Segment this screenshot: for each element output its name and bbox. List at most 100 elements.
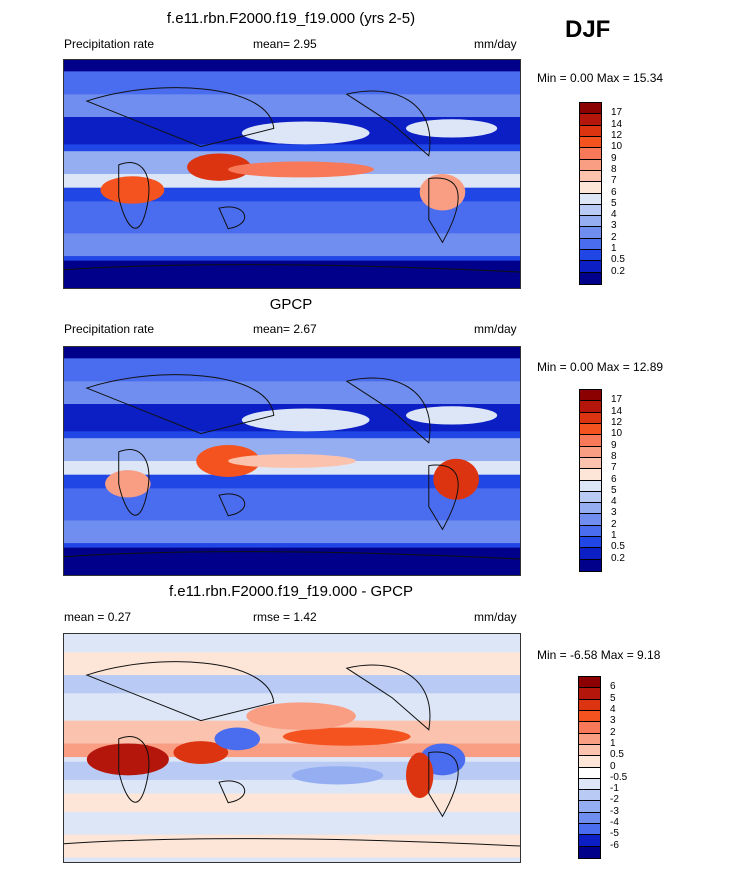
season-label: DJF <box>565 16 611 43</box>
colorbar-box <box>579 835 600 847</box>
colorbar-tick-label: 7 <box>611 175 617 187</box>
panel2-title: GPCP <box>269 296 313 313</box>
colorbar-box <box>580 401 601 413</box>
colorbar-box <box>580 193 601 205</box>
colorbar-tick-label: 6 <box>610 681 616 693</box>
panel2-left-label: Precipitation rate <box>64 322 155 336</box>
panel1-minmax: Min = 0.00 Max = 15.34 <box>537 71 664 85</box>
colorbar-tick-label: 12 <box>611 129 623 141</box>
colorbar-box <box>580 227 601 239</box>
colorbar-tick-label: 0.5 <box>611 254 625 266</box>
colorbar-tick-label: 8 <box>611 450 617 462</box>
colorbar-box <box>580 114 601 126</box>
colorbar-tick-label: 4 <box>611 209 617 221</box>
colorbar-tick-label: 5 <box>611 197 617 209</box>
colorbar-box <box>580 182 601 194</box>
colorbar-box <box>580 159 601 171</box>
panel1-unit: mm/day <box>474 37 517 51</box>
colorbar-tick-label: 5 <box>611 484 617 496</box>
colorbar-tick-label: 2 <box>611 231 617 243</box>
panel3-colorbar <box>578 676 601 859</box>
colorbar-tick-label: 0.2 <box>611 552 625 564</box>
colorbar-tick-label: 3 <box>611 220 617 232</box>
colorbar-tick-label: 17 <box>611 394 623 406</box>
colorbar-box <box>580 148 601 160</box>
colorbar-box <box>579 824 600 836</box>
colorbar-box <box>580 204 601 217</box>
colorbar-box <box>580 412 601 424</box>
colorbar-tick-label: 14 <box>611 118 623 130</box>
colorbar-tick-label: -5 <box>610 828 619 840</box>
colorbar-tick-label: -4 <box>610 817 619 829</box>
colorbar-tick-label: 10 <box>611 428 623 440</box>
colorbar-box <box>579 801 600 813</box>
colorbar-box <box>579 846 600 858</box>
panel1-title: f.e11.rbn.F2000.f19_f19.000 (yrs 2-5) <box>166 10 416 27</box>
map-field <box>64 60 520 288</box>
panel2-mean: mean= 2.67 <box>253 322 317 336</box>
colorbar-tick-label: 4 <box>611 496 617 508</box>
map-field <box>64 347 520 575</box>
colorbar-box <box>579 756 600 768</box>
panel1-colorbar <box>579 102 602 285</box>
colorbar-tick-label: 14 <box>611 405 623 417</box>
colorbar-tick-label: 12 <box>611 416 623 428</box>
colorbar-box <box>579 744 600 757</box>
colorbar-box <box>580 103 601 115</box>
colorbar-tick-label: 6 <box>611 473 617 485</box>
panel3-rmse: rmse = 1.42 <box>253 610 317 624</box>
colorbar-box <box>580 125 601 137</box>
colorbar-box <box>580 559 601 571</box>
colorbar-box <box>579 699 600 711</box>
colorbar-box <box>580 548 601 560</box>
colorbar-tick-label: 3 <box>610 715 616 727</box>
panel3-minmax: Min = -6.58 Max = 9.18 <box>537 648 661 662</box>
colorbar-tick-label: 4 <box>610 703 616 715</box>
colorbar-tick-label: 1 <box>611 243 617 255</box>
colorbar-box <box>580 457 601 470</box>
colorbar-box <box>580 525 601 538</box>
colorbar-tick-label: -0.5 <box>610 771 628 783</box>
colorbar-tick-label: 0.5 <box>610 749 624 761</box>
colorbar-tick-label: 6 <box>611 186 617 198</box>
colorbar-box <box>579 688 600 700</box>
panel1-mean: mean= 2.95 <box>253 37 317 51</box>
colorbar-box <box>579 677 600 689</box>
colorbar-tick-label: 8 <box>611 163 617 175</box>
colorbar-tick-label: 0.5 <box>611 541 625 553</box>
panel1-left-label: Precipitation rate <box>64 37 155 51</box>
colorbar-tick-label: -2 <box>610 794 619 806</box>
colorbar-box <box>579 710 600 723</box>
panel2-colorbar <box>579 389 602 572</box>
panel3-title: f.e11.rbn.F2000.f19_f19.000 - GPCP <box>168 583 414 600</box>
colorbar-box <box>579 722 600 734</box>
colorbar-tick-label: 1 <box>611 530 617 542</box>
colorbar-tick-label: -6 <box>610 839 619 851</box>
colorbar-box <box>580 272 601 284</box>
panel3-mean: mean = 0.27 <box>64 610 132 624</box>
panel3-map <box>63 633 521 863</box>
colorbar-tick-label: 1 <box>610 737 616 749</box>
panel2-unit: mm/day <box>474 322 517 336</box>
colorbar-tick-label: 3 <box>611 507 617 519</box>
colorbar-tick-label: 5 <box>610 692 616 704</box>
colorbar-box <box>580 390 601 402</box>
panel1-map <box>63 59 521 289</box>
colorbar-box <box>580 514 601 526</box>
colorbar-box <box>579 767 600 779</box>
colorbar-box <box>580 480 601 492</box>
colorbar-box <box>580 423 601 436</box>
colorbar-tick-label: -1 <box>610 783 619 795</box>
colorbar-tick-label: 0 <box>610 760 616 772</box>
colorbar-box <box>580 503 601 515</box>
panel3-unit: mm/day <box>474 610 517 624</box>
colorbar-box <box>579 812 600 825</box>
colorbar-box <box>580 435 601 447</box>
colorbar-box <box>580 469 601 481</box>
colorbar-box <box>580 136 601 149</box>
colorbar-box <box>579 778 600 791</box>
panel2-minmax: Min = 0.00 Max = 12.89 <box>537 360 664 374</box>
colorbar-tick-label: 7 <box>611 462 617 474</box>
colorbar-box <box>579 733 600 745</box>
map-field <box>64 634 520 862</box>
